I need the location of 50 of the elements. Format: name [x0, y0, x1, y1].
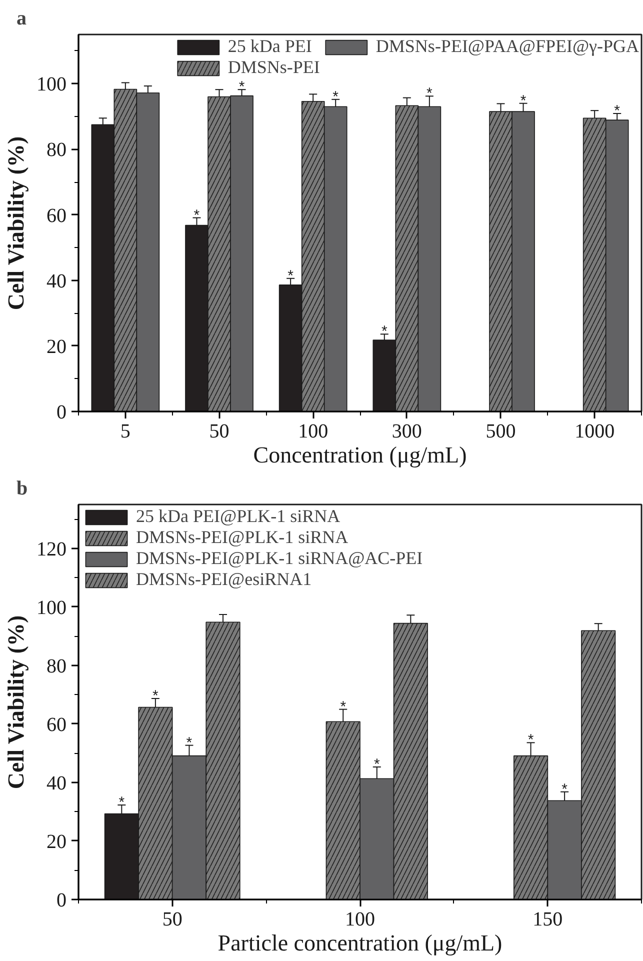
legend-label: DMSNs-PEI@PLK-1 siRNA@AC-PEI [136, 548, 423, 569]
legend-label: DMSNs-PEI@PLK-1 siRNA [136, 527, 348, 548]
legend-label: DMSNs-PEI@esiRNA1 [136, 569, 312, 590]
data-label: * [520, 92, 526, 110]
data-label: * [340, 698, 346, 716]
x-axis-title: Particle concentration (μg/mL) [218, 930, 502, 956]
data-label: * [614, 102, 620, 120]
x-tick-label: 100 [345, 908, 375, 930]
y-axis-title: Cell Viability (%) [4, 136, 28, 310]
x-tick-label: 1000 [574, 420, 615, 442]
legend-label: 25 kDa PEI [228, 36, 312, 57]
x-tick-label: 500 [486, 420, 516, 442]
y-tick-label: 60 [46, 204, 66, 227]
chart-title: b [16, 478, 28, 500]
y-tick-label: 60 [46, 714, 66, 736]
x-axis-title: Concentration (μg/mL) [253, 442, 467, 468]
legend-label: DMSNs-PEI [228, 57, 320, 78]
y-axis-title: Cell Viability (%) [4, 615, 28, 790]
legend-label: DMSNs-PEI@PAA@FPEI@γ-PGA [376, 36, 639, 57]
x-tick-label: 300 [392, 420, 422, 442]
y-tick-label: 40 [46, 270, 66, 292]
data-label: * [186, 734, 192, 752]
y-tick-label: 80 [46, 139, 66, 162]
data-label: * [118, 794, 125, 811]
data-label: * [426, 85, 433, 102]
y-tick-label: 120 [36, 538, 66, 560]
y-tick-label: 20 [46, 336, 66, 358]
data-label: * [194, 206, 200, 224]
y-tick-label: 100 [36, 74, 66, 96]
x-tick-label: 100 [298, 420, 328, 442]
data-label: * [332, 88, 339, 106]
y-tick-label: 20 [46, 830, 66, 853]
y-tick-label: 80 [46, 655, 66, 678]
x-tick-label: 150 [532, 908, 563, 930]
data-label: * [238, 78, 245, 96]
legend-label: 25 kDa PEI@PLK-1 siRNA [136, 506, 340, 527]
y-tick-label: 100 [36, 596, 66, 619]
data-label: * [152, 687, 159, 704]
y-tick-label: 40 [46, 772, 66, 794]
x-tick-label: 50 [162, 908, 182, 930]
x-tick-label: 5 [120, 420, 130, 442]
data-label: * [528, 732, 534, 749]
x-tick-label: 50 [209, 420, 230, 442]
chart-title: a [16, 8, 26, 30]
data-label: * [288, 267, 294, 284]
y-tick-label: 0 [56, 890, 66, 912]
y-tick-label: 0 [56, 402, 66, 424]
data-label: * [374, 756, 380, 773]
data-label: * [381, 323, 388, 340]
data-label: * [562, 780, 568, 798]
